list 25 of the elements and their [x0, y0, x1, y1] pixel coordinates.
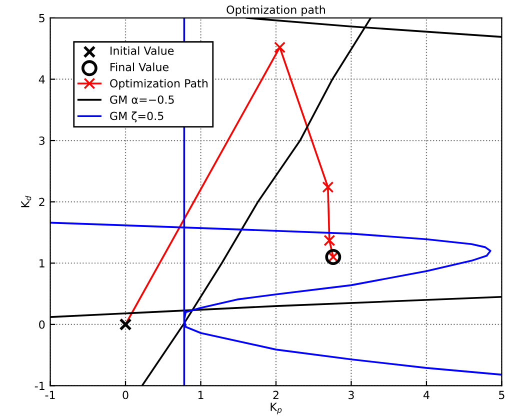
y-tick-label: 1 [40, 259, 44, 268]
y-tick-label: 4 [38, 75, 45, 84]
y-tick-label: 0 [39, 320, 45, 329]
x-tick-label: 2 [273, 390, 278, 400]
x-tick-label: 0 [122, 390, 128, 400]
chart-title: Optimization path [226, 5, 325, 16]
y-axis-title: K$_{d}$ [21, 196, 32, 208]
legend-label: GM α=−0.5 [110, 95, 174, 104]
x-axis-title: K$_{p}$ [270, 402, 282, 414]
y-tick-label: -1 [34, 382, 44, 390]
y-tick-label: 2 [39, 198, 44, 206]
x-tick-label: 1 [198, 390, 204, 400]
x-tick-label: 4 [423, 390, 430, 400]
y-tick-label: 5 [39, 14, 44, 22]
legend-label: GM ζ=0.5 [110, 112, 164, 122]
point [322, 181, 334, 193]
x-tick-label: 3 [348, 390, 354, 400]
x-tick-label: 5 [499, 390, 504, 400]
x-tick-label: -1 [45, 390, 55, 400]
legend-label: Final Value [110, 62, 169, 72]
point [324, 234, 336, 246]
point [274, 42, 286, 54]
legend-label: Initial Value [110, 46, 174, 55]
y-tick-label: 3 [39, 136, 45, 145]
legend-label: Optimization Path [110, 78, 208, 90]
